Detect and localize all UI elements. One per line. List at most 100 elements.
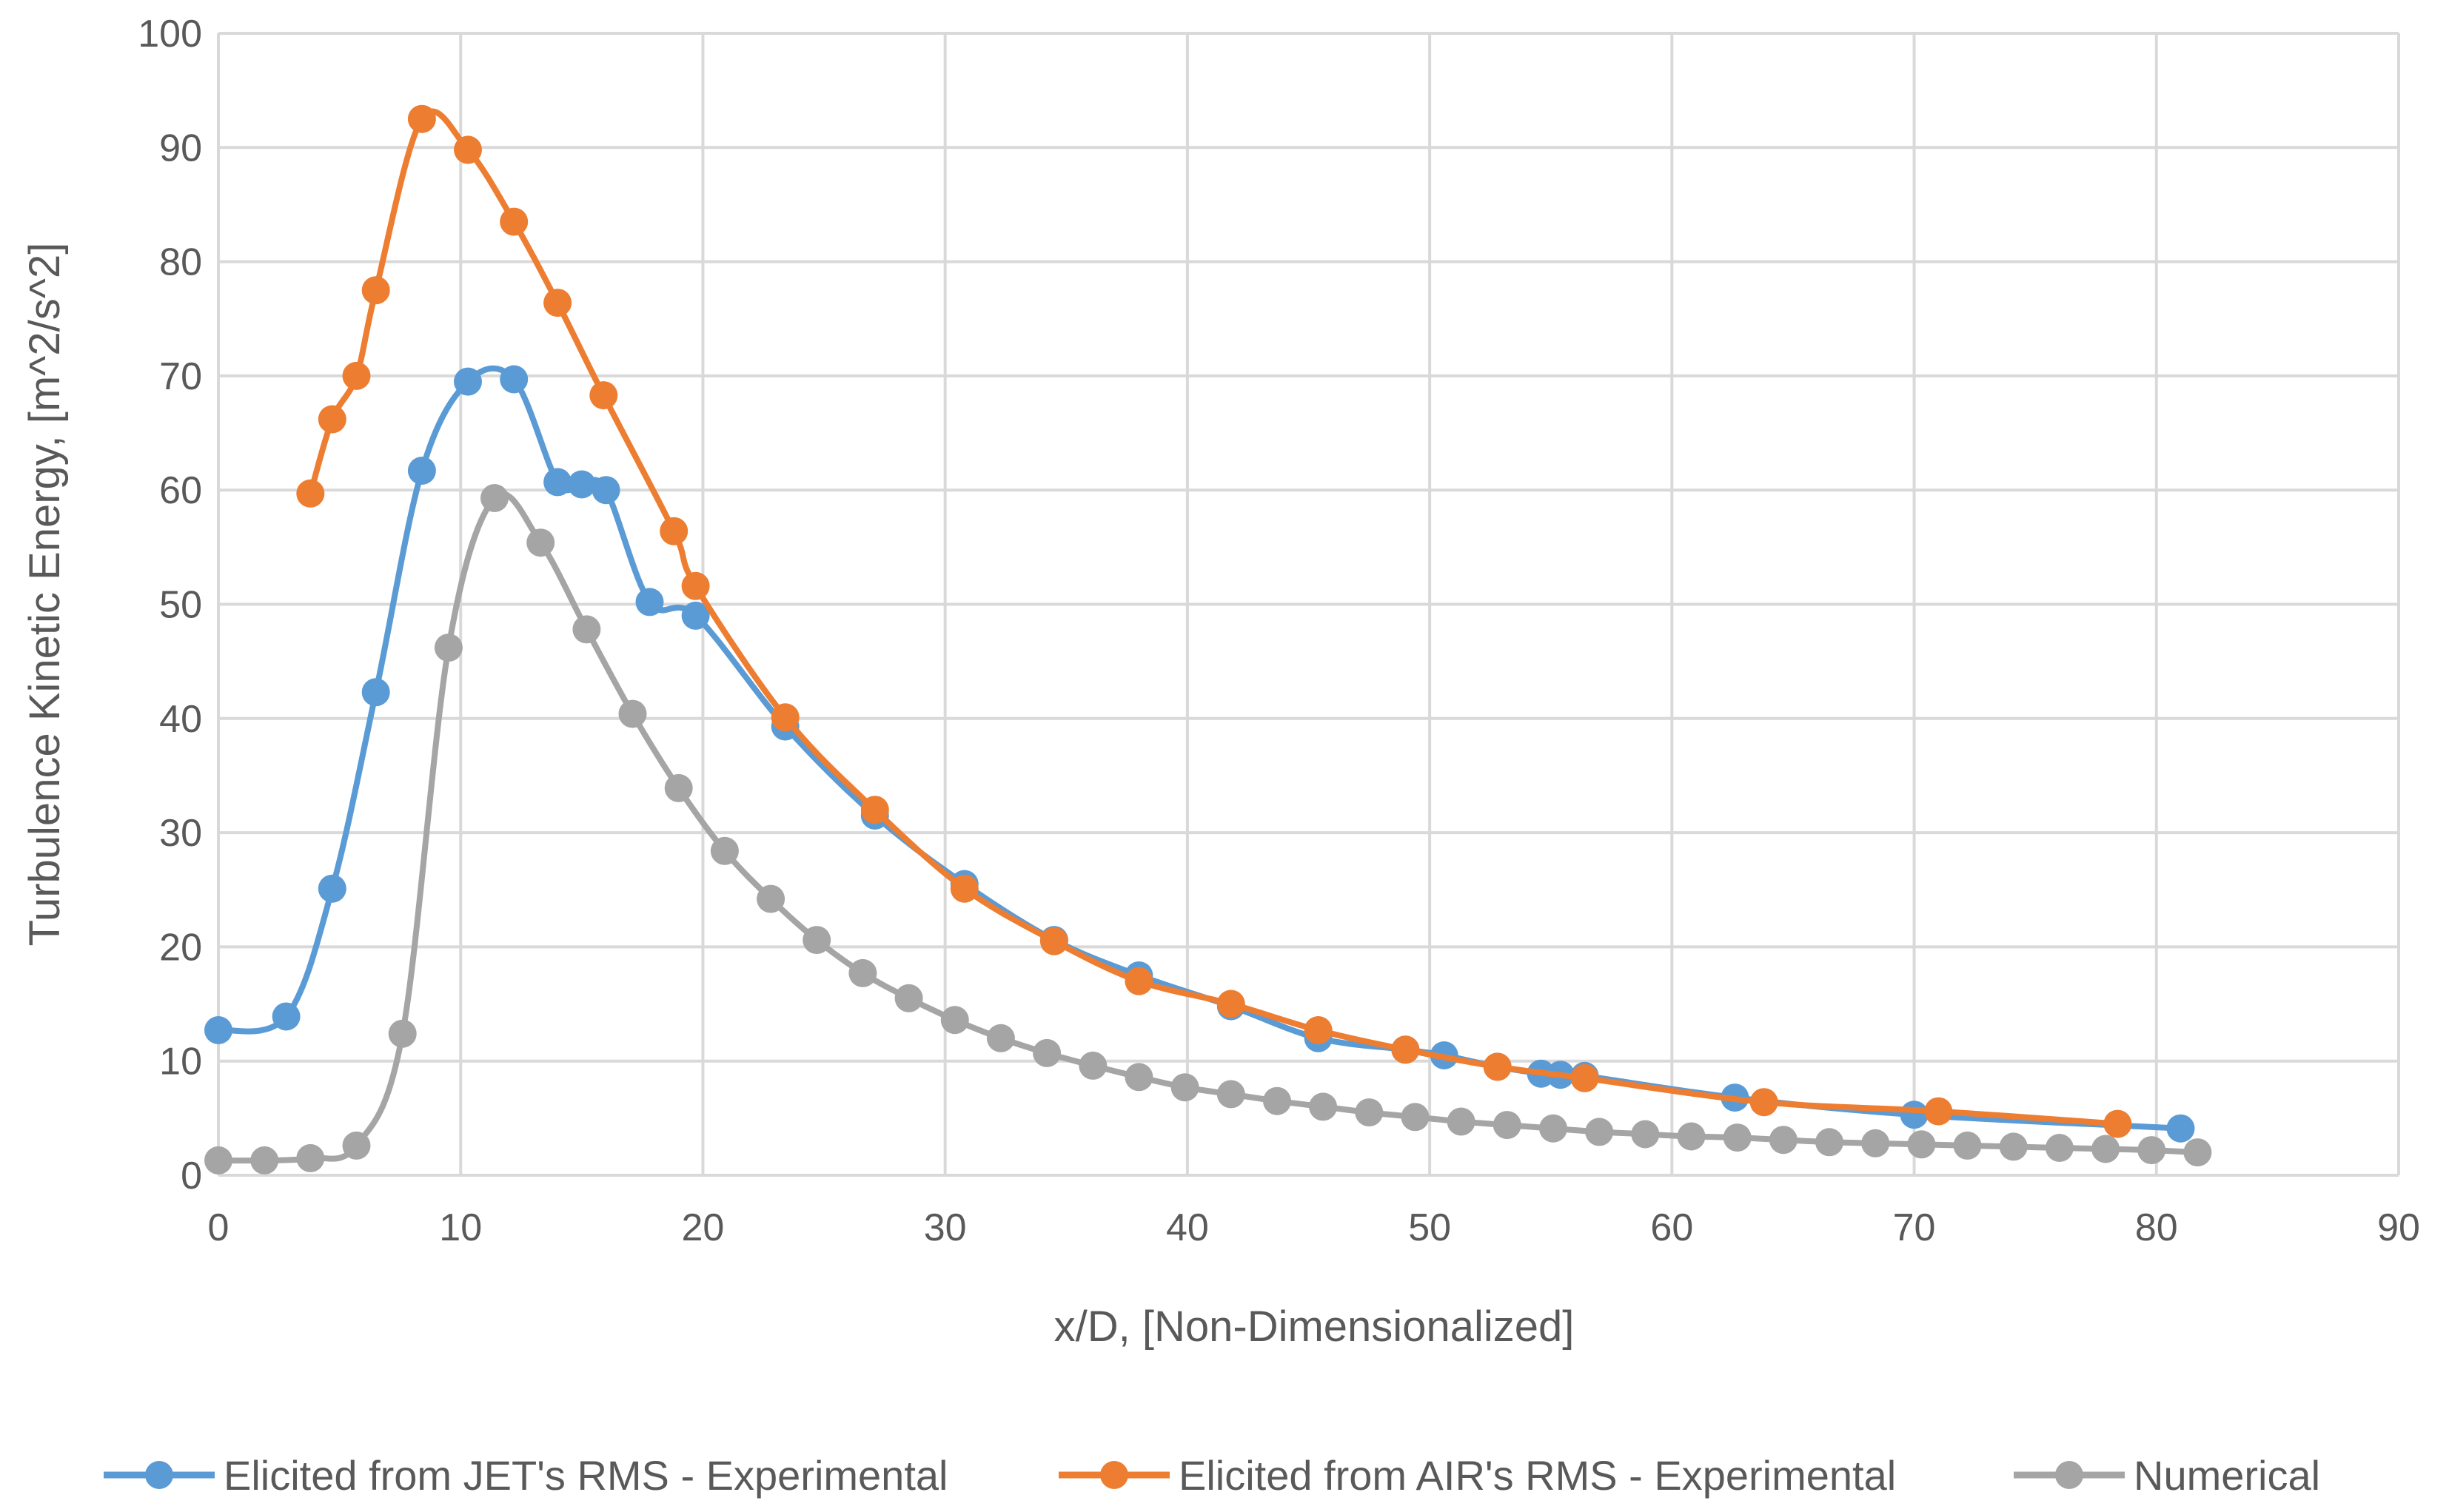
data-point-jet-4[interactable] [407,457,436,485]
data-point-numerical-11[interactable] [710,836,739,865]
x-tick-label-60: 60 [1650,1206,1693,1249]
data-point-air-8[interactable] [589,381,618,410]
data-point-jet-7[interactable] [543,468,572,497]
data-point-air-7[interactable] [543,289,572,317]
data-point-air-21[interactable] [1749,1088,1778,1117]
legend-item-air[interactable]: Elicited from AIR's RMS - Experimental [1059,1452,1896,1499]
y-tick-label-20: 20 [159,926,202,969]
data-point-jet-27[interactable] [2166,1114,2195,1143]
gridlines [217,32,2400,1177]
data-point-numerical-17[interactable] [986,1024,1015,1052]
data-point-numerical-28[interactable] [1492,1111,1521,1140]
data-point-numerical-2[interactable] [296,1143,325,1172]
y-tick-label-40: 40 [159,698,202,741]
data-point-numerical-21[interactable] [1170,1073,1199,1102]
data-point-numerical-7[interactable] [526,528,555,557]
data-point-numerical-22[interactable] [1216,1080,1245,1109]
data-point-numerical-4[interactable] [388,1019,417,1048]
data-point-air-12[interactable] [860,796,889,824]
y-tick-label-10: 10 [159,1041,202,1083]
x-axis-title: x/D, [Non-Dimensionalized] [1054,1303,1575,1351]
data-point-numerical-8[interactable] [572,615,601,644]
data-point-numerical-41[interactable] [2091,1135,2120,1163]
data-point-jet-3[interactable] [361,678,390,707]
data-point-numerical-33[interactable] [1723,1123,1752,1152]
data-point-numerical-13[interactable] [803,926,831,955]
data-point-jet-1[interactable] [272,1002,301,1031]
data-point-numerical-27[interactable] [1447,1107,1475,1136]
data-point-numerical-43[interactable] [2183,1138,2212,1167]
data-point-air-22[interactable] [1924,1097,1953,1126]
legend-marker-jet [145,1461,173,1489]
data-point-numerical-0[interactable] [204,1146,232,1175]
data-point-air-3[interactable] [361,276,390,305]
x-tick-label-50: 50 [1408,1206,1451,1249]
data-point-jet-0[interactable] [204,1016,232,1044]
data-point-air-1[interactable] [318,405,346,434]
data-point-numerical-1[interactable] [250,1146,279,1175]
data-point-numerical-39[interactable] [1999,1132,2028,1161]
data-point-numerical-14[interactable] [848,958,877,987]
data-point-numerical-10[interactable] [664,773,693,802]
data-point-air-9[interactable] [660,517,689,545]
data-point-air-11[interactable] [771,703,800,732]
data-point-jet-10[interactable] [635,588,664,616]
data-point-air-10[interactable] [681,571,710,600]
data-point-numerical-37[interactable] [1907,1130,1936,1159]
data-point-numerical-23[interactable] [1263,1086,1291,1115]
data-point-air-5[interactable] [454,135,482,164]
data-point-air-17[interactable] [1304,1016,1333,1044]
data-point-numerical-18[interactable] [1033,1038,1062,1067]
data-point-air-13[interactable] [950,874,979,903]
data-point-air-0[interactable] [296,479,325,508]
data-point-numerical-16[interactable] [940,1006,969,1035]
data-point-air-23[interactable] [2103,1109,2132,1138]
data-point-air-15[interactable] [1125,967,1153,995]
data-point-numerical-15[interactable] [894,984,923,1012]
data-point-numerical-32[interactable] [1677,1122,1706,1151]
data-point-numerical-42[interactable] [2137,1136,2166,1165]
data-point-numerical-3[interactable] [342,1131,371,1160]
x-tick-label-30: 30 [924,1206,967,1249]
data-point-jet-9[interactable] [592,476,620,505]
data-point-numerical-12[interactable] [757,884,785,913]
data-point-numerical-25[interactable] [1355,1098,1384,1127]
data-point-numerical-20[interactable] [1125,1063,1153,1092]
series-layer [204,104,2212,1175]
data-point-jet-6[interactable] [500,365,529,394]
series-numerical [204,484,2212,1175]
data-point-numerical-34[interactable] [1769,1126,1798,1155]
data-point-jet-11[interactable] [681,601,710,630]
data-point-jet-2[interactable] [318,874,346,903]
data-point-air-16[interactable] [1216,989,1245,1018]
data-point-numerical-19[interactable] [1079,1051,1108,1080]
data-point-air-18[interactable] [1391,1035,1420,1064]
data-point-numerical-29[interactable] [1539,1114,1567,1143]
data-point-jet-5[interactable] [454,367,482,396]
data-point-air-14[interactable] [1039,927,1068,955]
legend-item-numerical[interactable]: Numerical [2014,1452,2320,1499]
data-point-numerical-35[interactable] [1815,1128,1843,1157]
data-point-air-19[interactable] [1483,1052,1512,1081]
data-point-numerical-40[interactable] [2045,1134,2074,1162]
data-point-numerical-30[interactable] [1585,1118,1614,1146]
data-point-jet-8[interactable] [567,470,596,499]
data-point-numerical-5[interactable] [434,634,463,662]
data-point-air-4[interactable] [407,104,436,133]
data-point-numerical-6[interactable] [480,484,509,512]
legend: Elicited from JET's RMS - Experimental E… [104,1452,2320,1499]
tick-labels: 0 10 20 30 40 50 60 70 80 90 100 0 10 20 30 40 50 60 70 80 9… [138,13,2420,1249]
y-axis-title: Turbulence Kinetic Energy, [m^2/s^2] [21,243,69,947]
data-point-numerical-26[interactable] [1401,1103,1430,1132]
legend-item-jet[interactable]: Elicited from JET's RMS - Experimental [104,1452,948,1499]
data-point-air-20[interactable] [1570,1064,1599,1092]
data-point-numerical-24[interactable] [1309,1092,1338,1121]
data-point-numerical-9[interactable] [618,699,647,728]
data-point-air-2[interactable] [342,361,371,390]
data-point-numerical-36[interactable] [1861,1129,1890,1157]
data-point-numerical-31[interactable] [1631,1120,1660,1149]
data-point-air-6[interactable] [500,207,529,236]
data-point-numerical-38[interactable] [1953,1131,1982,1160]
data-point-jet-26[interactable] [1900,1101,1929,1129]
